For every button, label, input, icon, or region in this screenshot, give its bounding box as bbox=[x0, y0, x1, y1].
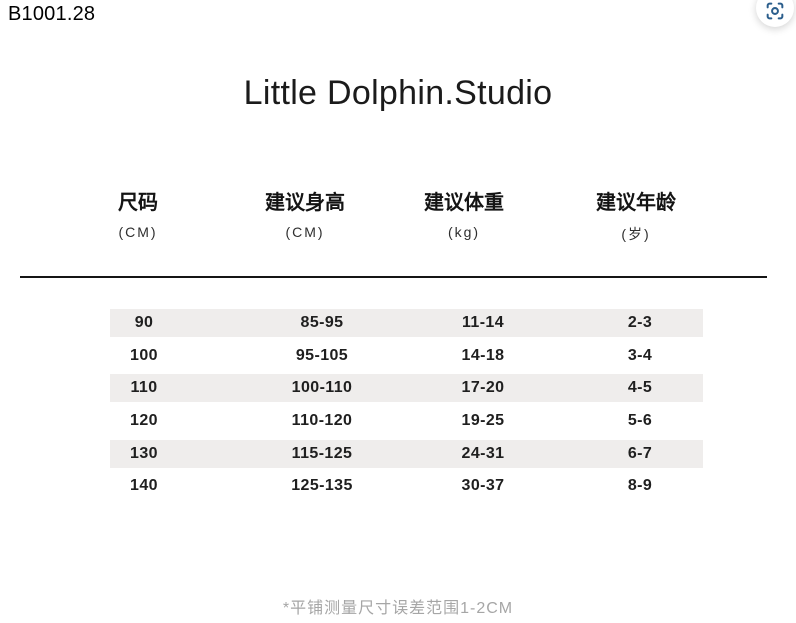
brand-title: Little Dolphin.Studio bbox=[243, 74, 553, 112]
size-cell: 100 bbox=[130, 346, 158, 364]
height-cell: 95-105 bbox=[295, 346, 349, 364]
weight-cell: 24-31 bbox=[461, 444, 505, 462]
column-unit: (CM) bbox=[118, 224, 158, 240]
column-unit: (CM) bbox=[285, 224, 325, 240]
weight-cell: 14-18 bbox=[461, 346, 505, 364]
table-row: 100 95-105 14-18 3-4 bbox=[110, 342, 703, 370]
weight-cell: 19-25 bbox=[461, 412, 505, 430]
column-header-age: 建议年龄 (岁) bbox=[596, 186, 676, 244]
size-chart-header: 尺码 (CM) 建议身高 (CM) 建议体重 (kg) 建议年龄 (岁) bbox=[110, 186, 703, 246]
column-header-weight: 建议体重 (kg) bbox=[424, 186, 504, 240]
column-label: 建议身高 bbox=[265, 192, 345, 214]
measurement-tolerance-footnote: *平铺测量尺寸误差范围1-2CM bbox=[282, 600, 514, 617]
height-cell: 85-95 bbox=[300, 314, 344, 331]
table-row: 110 100-110 17-20 4-5 bbox=[110, 374, 703, 403]
height-cell: 100-110 bbox=[291, 379, 353, 397]
age-cell: 2-3 bbox=[627, 314, 653, 331]
column-header-height: 建议身高 (CM) bbox=[265, 186, 345, 240]
scan-button[interactable] bbox=[756, 0, 794, 27]
height-cell: 115-125 bbox=[291, 444, 353, 462]
size-chart-body: 90 85-95 11-14 2-3 100 95-105 14-18 3-4 … bbox=[110, 309, 703, 505]
table-row: 130 115-125 24-31 6-7 bbox=[110, 439, 703, 468]
column-label: 尺码 bbox=[118, 192, 158, 214]
size-cell: 140 bbox=[130, 477, 158, 495]
age-cell: 3-4 bbox=[627, 346, 653, 364]
header-divider-line bbox=[20, 276, 767, 278]
table-row: 140 125-135 30-37 8-9 bbox=[110, 472, 703, 500]
column-header-size: 尺码 (CM) bbox=[118, 186, 158, 240]
size-cell: 90 bbox=[134, 314, 154, 331]
age-cell: 4-5 bbox=[627, 379, 653, 397]
product-code: B1001.28 bbox=[8, 3, 96, 25]
height-cell: 110-120 bbox=[291, 412, 353, 430]
weight-cell: 11-14 bbox=[461, 314, 505, 331]
table-row: 90 85-95 11-14 2-3 bbox=[110, 309, 703, 337]
weight-cell: 30-37 bbox=[461, 477, 505, 495]
column-unit: (kg) bbox=[447, 224, 481, 240]
age-cell: 5-6 bbox=[627, 412, 653, 430]
size-cell: 120 bbox=[130, 412, 158, 430]
size-cell: 110 bbox=[130, 379, 158, 397]
column-label: 建议体重 bbox=[424, 192, 504, 214]
weight-cell: 17-20 bbox=[461, 379, 505, 397]
height-cell: 125-135 bbox=[291, 477, 353, 495]
age-cell: 6-7 bbox=[627, 444, 653, 462]
age-cell: 8-9 bbox=[627, 477, 653, 495]
column-label: 建议年龄 bbox=[596, 192, 676, 214]
size-cell: 130 bbox=[130, 444, 158, 462]
table-row: 120 110-120 19-25 5-6 bbox=[110, 407, 703, 435]
column-unit: (岁) bbox=[621, 226, 651, 242]
